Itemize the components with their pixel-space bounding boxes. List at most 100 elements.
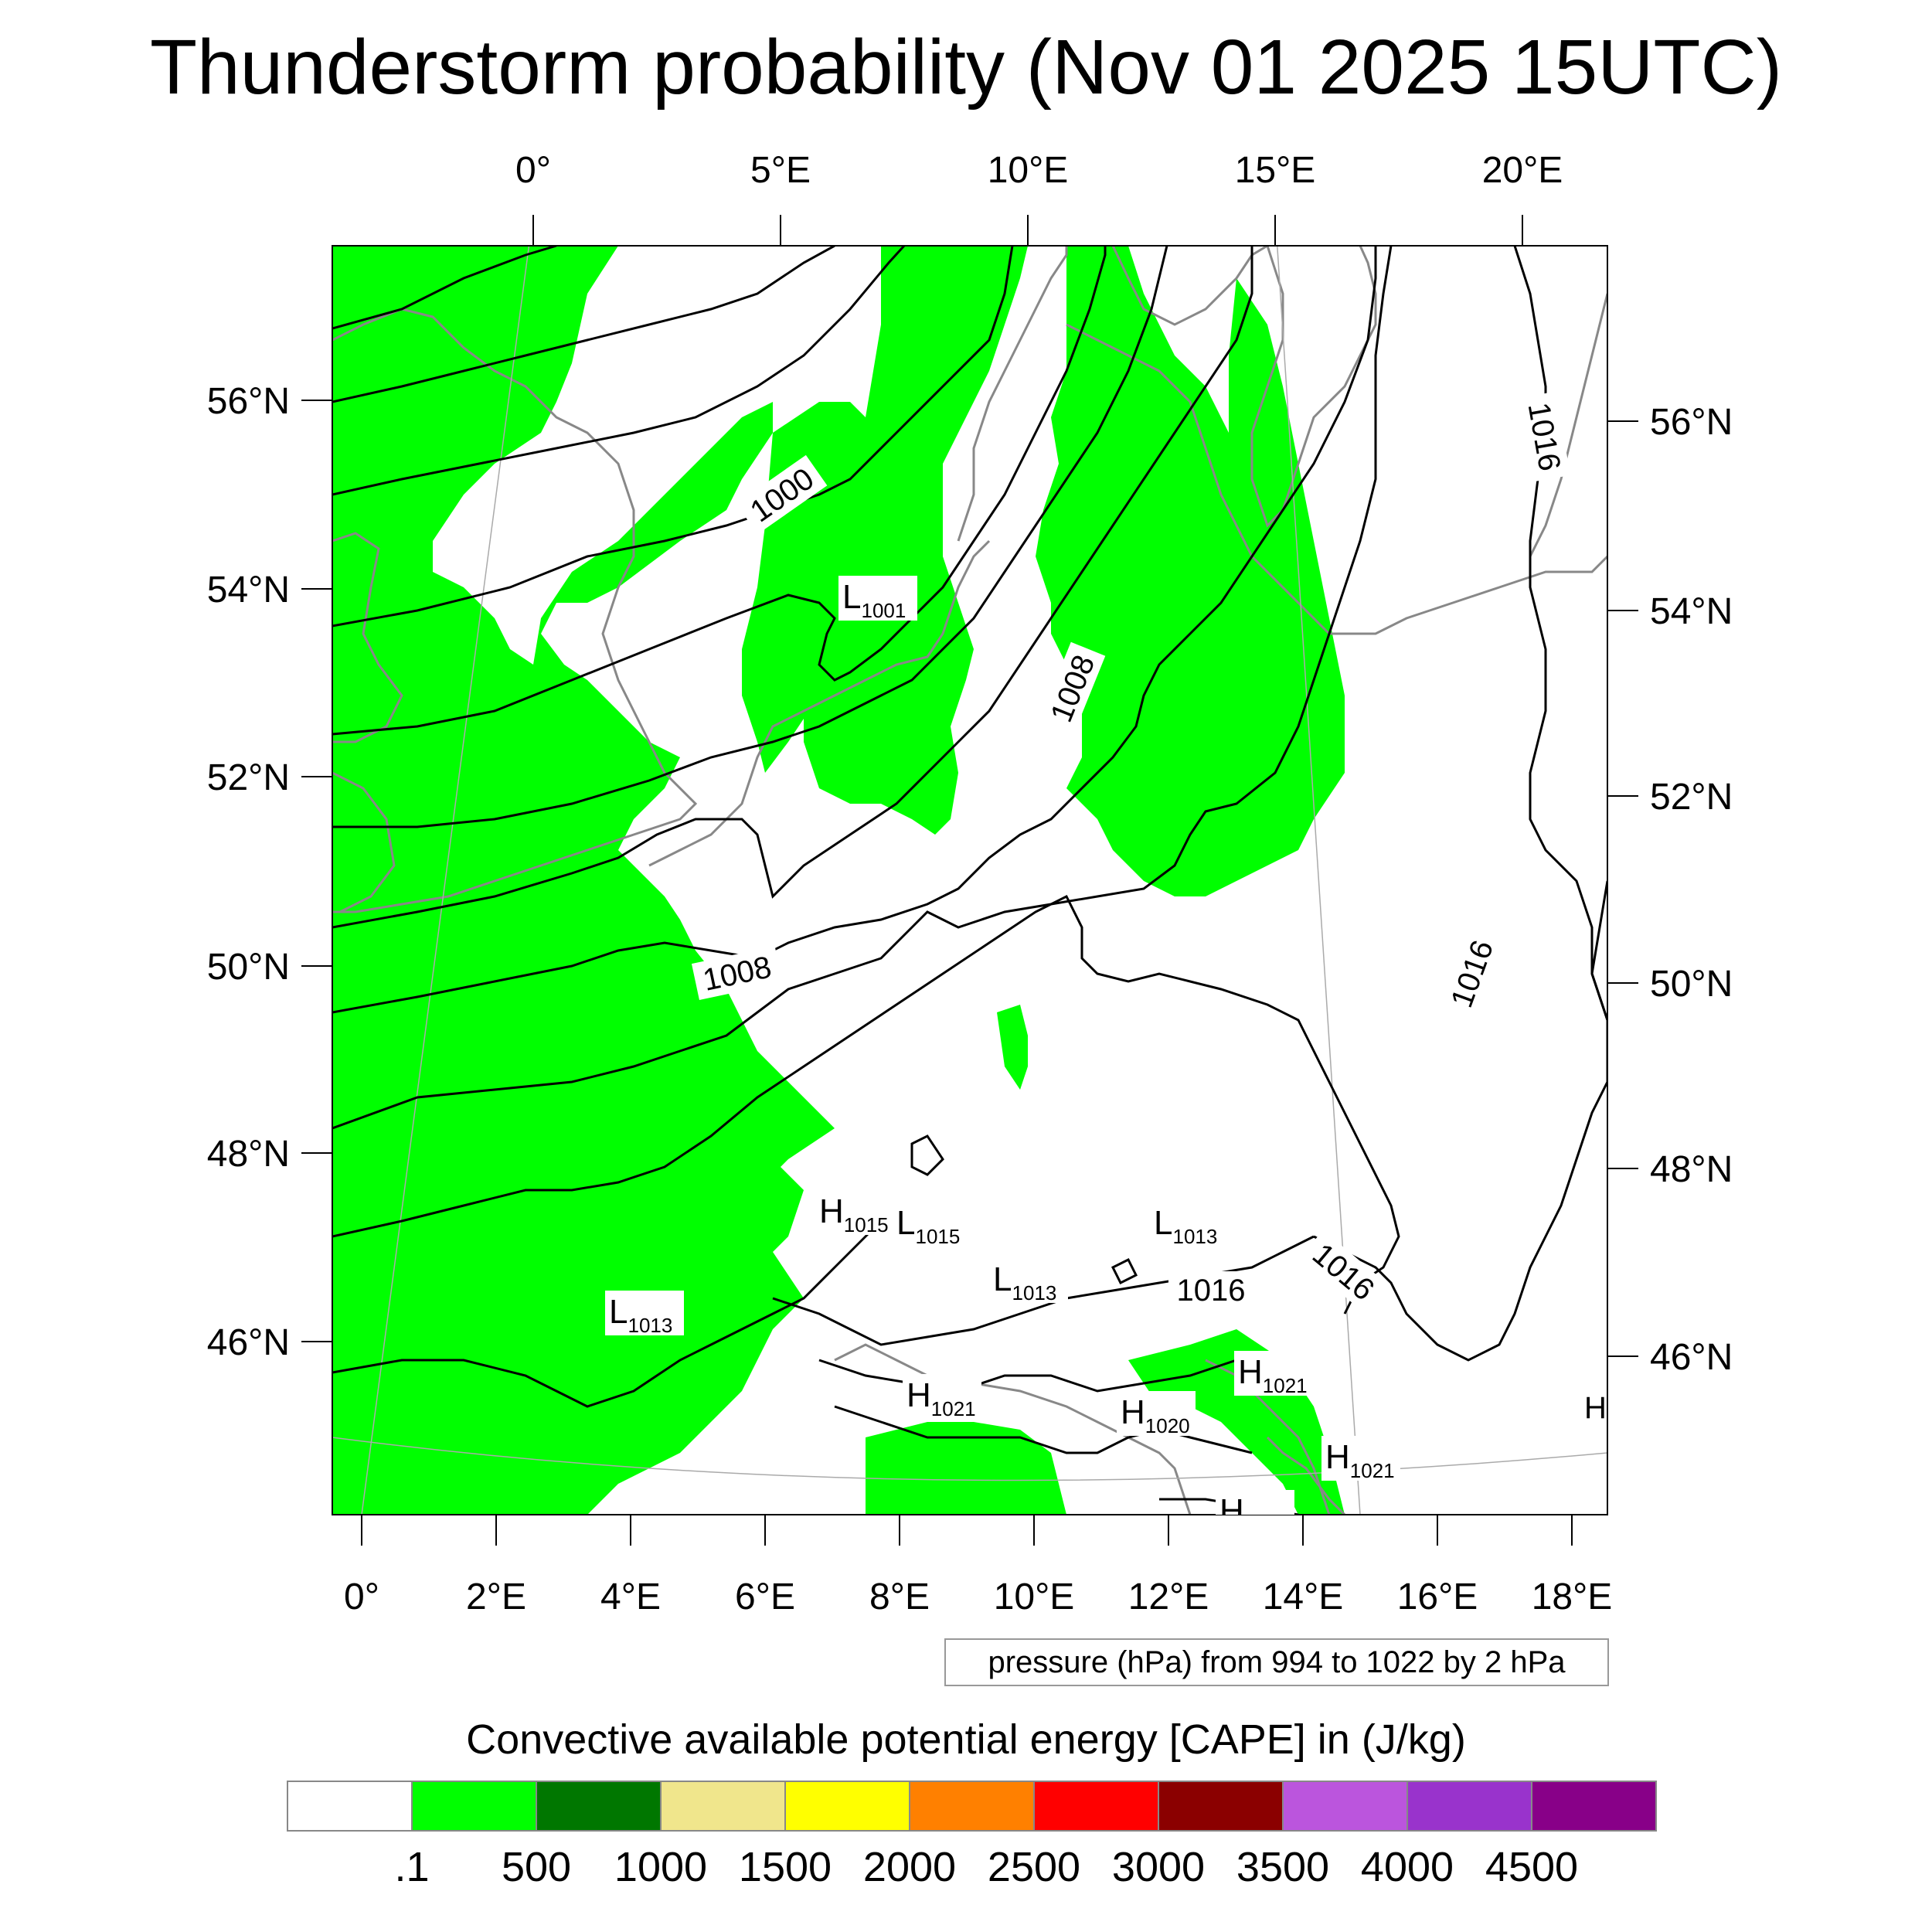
left-lat-label: 54°N (207, 570, 290, 611)
colorbar-swatch (287, 1781, 413, 1832)
bottom-lon-label: 18°E (1532, 1577, 1613, 1617)
coastline-denmark (957, 246, 1068, 542)
isobar-1010 (332, 246, 1393, 1130)
isobar-1013-south (332, 1219, 883, 1408)
left-lat-label: 50°N (207, 947, 290, 988)
right-lat-label: 56°N (1650, 402, 1733, 443)
isobar-1008 (332, 246, 1377, 1014)
isobar-1014 (772, 1235, 1315, 1346)
colorbar-swatch (660, 1781, 786, 1832)
bottom-lon-label: 4°E (600, 1577, 661, 1617)
right-lat-label: 50°N (1650, 964, 1733, 1005)
colorbar-label: 2500 (987, 1844, 1081, 1890)
coastline-baltic-east (1529, 293, 1607, 557)
svg-text:L1013: L1013 (1154, 1204, 1217, 1248)
colorbar-swatch (536, 1781, 662, 1832)
top-lon-label: 20°E (1482, 150, 1563, 191)
isobar-1016 (1313, 417, 1607, 1362)
coastline-ireland (332, 771, 396, 913)
bottom-lon-label: 14°E (1263, 1577, 1344, 1617)
colorbar-label: .1 (394, 1844, 430, 1890)
pressure-center: L1013 (1150, 1202, 1229, 1248)
right-lat-label: 48°N (1650, 1149, 1733, 1190)
bottom-lon-label: 2°E (466, 1577, 526, 1617)
pressure-center: H1020 (1117, 1391, 1196, 1437)
bottom-lon-label: 6°E (735, 1577, 795, 1617)
isobar-1004 (332, 246, 1168, 828)
top-lon-label: 0° (515, 150, 551, 191)
isobar-1002 (332, 246, 1107, 736)
svg-text:H1015: H1015 (819, 1192, 889, 1236)
svg-text:L1015: L1015 (896, 1204, 960, 1248)
svg-text:H1021: H1021 (1325, 1438, 1395, 1482)
cape-area-channel (332, 634, 556, 819)
colorbar-labels: .1 500 1000 1500 2000 2500 3000 3500 4000 4500 (0, 1843, 1932, 1890)
bottom-lon-label: 10°E (994, 1577, 1075, 1617)
bottom-lon-label: 12°E (1128, 1577, 1209, 1617)
pressure-center: L1013 (605, 1291, 684, 1337)
cape-area-czech (997, 1005, 1028, 1090)
colorbar-swatch (411, 1781, 537, 1832)
svg-text:H1021: H1021 (1219, 1492, 1289, 1536)
isobar-994 (332, 246, 557, 330)
colorbar-label: 3500 (1236, 1844, 1330, 1890)
left-lat-label: 48°N (207, 1134, 290, 1175)
colorbar-swatch (909, 1781, 1035, 1832)
contour-label: 1016 (1522, 400, 1567, 473)
contour-label: 1016 (1177, 1274, 1246, 1308)
coastline-italy-north (834, 1343, 1192, 1515)
coastline-scotland (332, 532, 403, 743)
left-lat-label: 52°N (207, 757, 290, 798)
coastline-britain (332, 308, 698, 913)
left-lat-label: 46°N (207, 1322, 290, 1363)
svg-text:H1021: H1021 (906, 1376, 976, 1420)
colorbar-label: 1000 (614, 1844, 708, 1890)
right-lat-label: 52°N (1650, 777, 1733, 818)
pressure-center: H1021 (1216, 1490, 1294, 1536)
colorbar-swatch (1033, 1781, 1159, 1832)
contour-info-box: pressure (hPa) from 994 to 1022 by 2 hPa (944, 1638, 1609, 1686)
bottom-lon-label: 0° (344, 1577, 379, 1617)
top-lon-label: 10°E (988, 150, 1069, 191)
right-lat-label: 46°N (1650, 1337, 1733, 1378)
coastline-adriatic (1205, 1359, 1331, 1515)
coastlines (332, 246, 1607, 1515)
chart-title: Thunderstorm probability (Nov 01 2025 15… (149, 24, 1783, 111)
svg-text:L1013: L1013 (993, 1260, 1056, 1304)
colorbar-swatch (1158, 1781, 1284, 1832)
colorbar-label: 2000 (862, 1844, 957, 1890)
graticule (332, 246, 1607, 1515)
pressure-center: H1015 (815, 1190, 894, 1236)
isobar-996 (332, 246, 835, 403)
colorbar-swatch (1406, 1781, 1532, 1832)
coastline-croatia (1266, 1436, 1346, 1515)
colorbar (287, 1781, 1657, 1832)
top-lon-label: 15°E (1235, 150, 1316, 191)
bottom-lon-label: 16°E (1397, 1577, 1478, 1617)
isobar-1006 (332, 246, 1253, 929)
coastline-sweden (1250, 246, 1377, 528)
contour-labels: 1000 1008 1008 1016 1016 1016 1016 (691, 391, 1571, 1314)
pressure-center: L1013 (989, 1258, 1068, 1304)
coastline-benelux (648, 539, 991, 867)
colorbar-swatch (1282, 1781, 1408, 1832)
bottom-lon-label: 8°E (869, 1577, 930, 1617)
colorbar-label: 1500 (738, 1844, 832, 1890)
svg-text:L1013: L1013 (609, 1293, 672, 1337)
contour-label: 1008 (700, 950, 774, 998)
colorbar-swatch (784, 1781, 910, 1832)
isobar-swiss-loop (910, 1134, 944, 1176)
colorbar-label: 4000 (1360, 1844, 1454, 1890)
cape-area-south-france (433, 1159, 804, 1515)
isobar-alps-loop (1111, 1257, 1138, 1285)
pressure-center: L1001 (838, 576, 917, 622)
top-lon-label: 5°E (750, 150, 811, 191)
pressure-center: H1021 (1234, 1351, 1313, 1397)
svg-text:H1020: H1020 (1121, 1393, 1190, 1437)
svg-text:H1021: H1021 (1238, 1353, 1308, 1397)
colorbar-swatch (1531, 1781, 1657, 1832)
tick-marks (301, 215, 1638, 1546)
isobar-998 (332, 246, 906, 496)
cape-area-north-sea (804, 246, 1028, 835)
